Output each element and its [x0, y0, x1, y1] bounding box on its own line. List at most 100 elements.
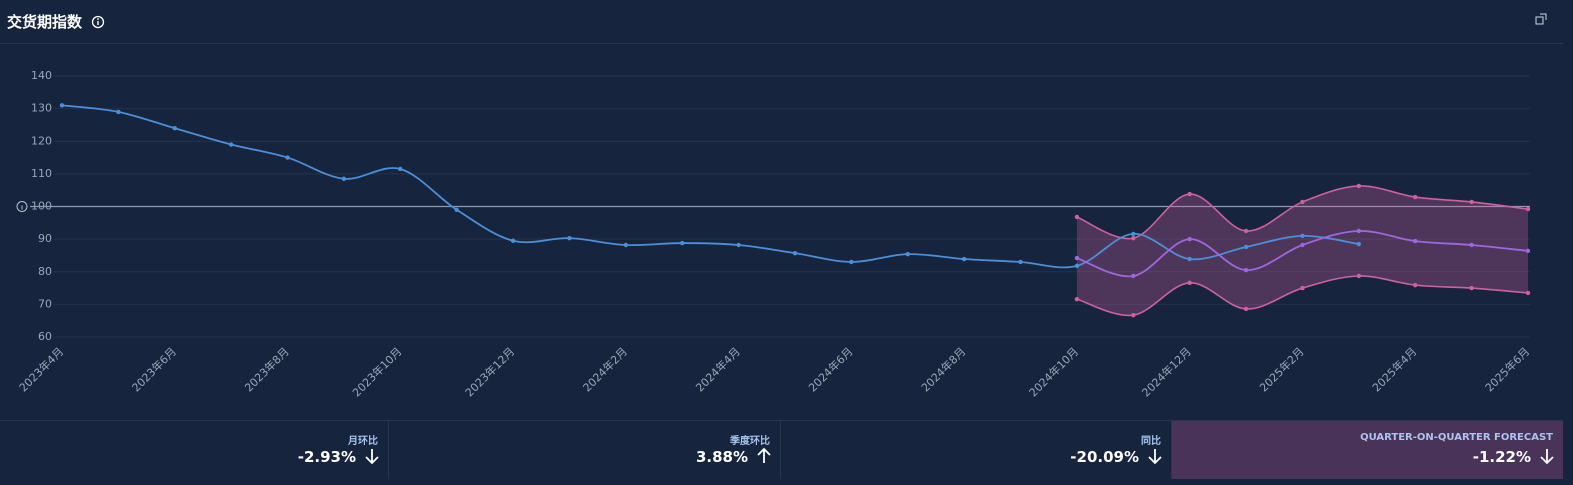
series-point	[454, 207, 459, 212]
x-tick-label: 2025年6月	[1482, 344, 1532, 394]
trend-arrow	[365, 449, 379, 465]
series-point	[567, 235, 572, 241]
stat-value: -2.93%	[297, 448, 356, 466]
series-point	[341, 176, 347, 181]
series-point	[680, 240, 685, 246]
series-point	[905, 251, 910, 257]
x-tick-label: 2024年6月	[805, 344, 855, 394]
y-tick-label: 140	[31, 69, 52, 82]
series-point	[1243, 267, 1249, 273]
x-tick-label: 2024年2月	[580, 344, 630, 394]
series-point	[59, 103, 65, 108]
series-point	[736, 242, 741, 248]
band-point	[1131, 312, 1136, 318]
series-point	[285, 155, 290, 160]
x-tick-label: 2023年8月	[242, 344, 292, 394]
band-point	[1469, 285, 1474, 291]
band-point	[1074, 296, 1080, 302]
x-tick-label: 2025年4月	[1369, 344, 1419, 394]
band-point	[1243, 228, 1249, 234]
series-point	[1187, 236, 1192, 242]
band-point	[1300, 285, 1305, 291]
series-point	[1356, 241, 1362, 247]
series-point	[1469, 242, 1474, 248]
stat-value: -20.09%	[1070, 448, 1139, 466]
header: 交货期指数	[0, 0, 1563, 44]
stat-cell: 季度环比 3.88%	[389, 421, 781, 479]
series-point	[116, 109, 121, 115]
band-point	[1074, 214, 1080, 220]
stat-label: 月环比	[348, 436, 378, 447]
series-point	[1074, 263, 1080, 269]
series-point	[1300, 233, 1305, 239]
band-point	[1356, 183, 1362, 189]
series-point	[1356, 228, 1362, 234]
trend-arrow	[1540, 449, 1554, 465]
y-tick-label: 80	[38, 265, 52, 278]
forecast-band	[1076, 185, 1528, 316]
series-point	[510, 238, 516, 243]
stat-cell: 同比 -20.09%	[781, 421, 1172, 479]
series-point	[1243, 244, 1249, 250]
y-tick-label: 70	[38, 297, 52, 310]
y-tick-label: 90	[38, 232, 52, 245]
series-point	[1018, 259, 1023, 265]
x-tick-label: 2025年2月	[1256, 344, 1306, 394]
band-point	[1413, 282, 1418, 288]
band-point	[1413, 194, 1418, 200]
trend-arrow	[1148, 449, 1162, 465]
band-point	[1469, 199, 1474, 205]
band-point	[1525, 206, 1531, 212]
stats-bar: 月环比 -2.93% 季度环比 3.88% 同比 -20.09% QUARTER-ON-QU…	[0, 420, 1563, 479]
series-point	[1131, 231, 1136, 237]
stat-label: QUARTER-ON-QUARTER FORECAST	[1360, 432, 1553, 443]
info-icon[interactable]	[91, 15, 105, 29]
expand-icon[interactable]	[1535, 13, 1547, 25]
y-tick-label: 120	[31, 134, 52, 147]
series-point	[1131, 273, 1136, 279]
y-tick-label: 110	[31, 167, 52, 180]
band-point	[1187, 191, 1192, 197]
stat-cell: QUARTER-ON-QUARTER FORECAST -1.22%	[1172, 421, 1563, 479]
series-point	[849, 259, 854, 265]
band-point	[1525, 290, 1531, 296]
x-tick-label: 2024年12月	[1139, 344, 1194, 399]
band-point	[1131, 235, 1136, 241]
band-point	[1187, 280, 1192, 286]
x-tick-label: 2023年4月	[16, 344, 66, 394]
series-point	[398, 166, 403, 172]
x-tick-label: 2023年6月	[129, 344, 179, 394]
band-edge	[1076, 185, 1529, 240]
x-tick-label: 2023年10月	[349, 344, 404, 399]
x-tick-label: 2023年12月	[462, 344, 517, 399]
reference-info-icon	[16, 201, 28, 212]
series-point	[792, 250, 798, 256]
series-point	[1187, 256, 1192, 262]
series-point	[1074, 255, 1080, 261]
x-tick-label: 2024年4月	[693, 344, 743, 394]
x-tick-label: 2024年8月	[918, 344, 968, 394]
icon-circle	[16, 201, 28, 212]
stat-value: 3.88%	[695, 448, 748, 466]
y-tick-label: 130	[31, 102, 52, 115]
title: 交货期指数	[7, 13, 83, 31]
y-tick-label: 60	[38, 330, 52, 343]
band-point	[1300, 199, 1305, 205]
trend-arrow	[757, 447, 771, 463]
stat-label: 季度环比	[730, 436, 770, 447]
stat-value: -1.22%	[1472, 448, 1531, 466]
series-point	[228, 142, 234, 147]
band-point	[1356, 273, 1362, 279]
series-point	[1413, 238, 1418, 244]
series-point	[961, 256, 967, 262]
series-point	[1300, 242, 1305, 248]
series-point	[1525, 248, 1531, 254]
stat-label: 同比	[1141, 436, 1161, 447]
band-point	[1243, 306, 1249, 312]
series-line	[1076, 230, 1529, 278]
series-point	[172, 126, 177, 131]
stat-cell: 月环比 -2.93%	[0, 421, 389, 479]
x-tick-label: 2024年10月	[1026, 344, 1081, 399]
